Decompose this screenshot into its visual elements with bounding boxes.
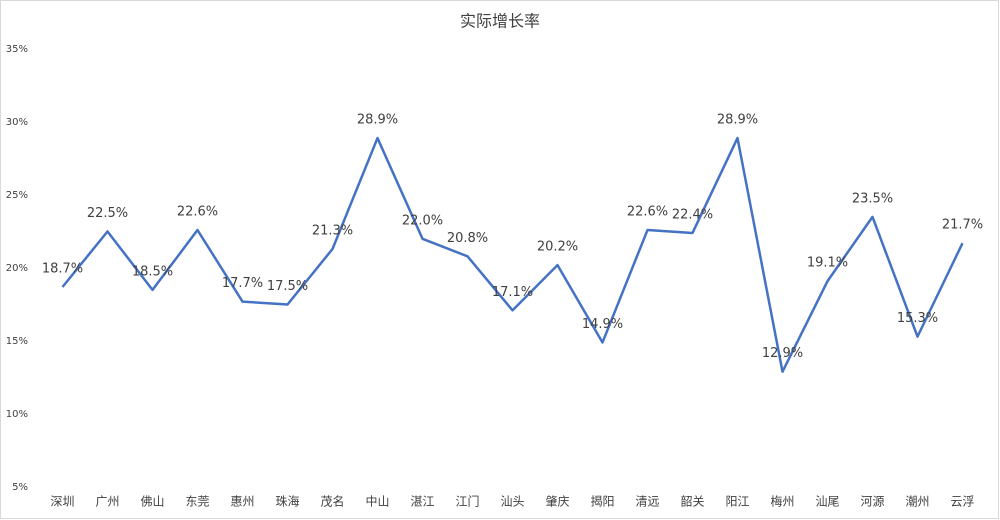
x-tick-label: 东莞 <box>185 495 209 509</box>
data-label: 18.5% <box>132 264 173 279</box>
x-tick-label: 韶关 <box>680 494 704 509</box>
data-label: 22.6% <box>627 205 668 220</box>
x-tick-label: 河源 <box>860 495 884 509</box>
x-tick-label: 佛山 <box>140 495 164 509</box>
data-label: 22.6% <box>177 205 218 220</box>
data-label: 22.4% <box>672 207 713 222</box>
y-tick-label: 30% <box>6 117 28 128</box>
x-tick-label: 肇庆 <box>545 494 569 509</box>
chart-title: 实际增长率 <box>460 12 540 31</box>
x-tick-label: 湛江 <box>410 495 434 509</box>
y-tick-label: 20% <box>6 263 28 274</box>
data-label: 23.5% <box>852 191 893 206</box>
data-label: 17.1% <box>492 285 533 300</box>
data-label: 28.9% <box>357 113 398 128</box>
y-tick-label: 10% <box>6 409 28 420</box>
x-tick-label: 汕头 <box>500 495 524 509</box>
x-tick-label: 惠州 <box>230 495 254 509</box>
x-tick-label: 潮州 <box>905 494 929 509</box>
data-label: 19.1% <box>807 256 848 271</box>
x-tick-label: 阳江 <box>725 495 749 509</box>
data-label: 17.5% <box>267 279 308 294</box>
x-tick-label: 江门 <box>455 494 479 509</box>
data-label: 21.7% <box>942 218 983 233</box>
data-label: 20.8% <box>447 231 488 246</box>
line-series <box>61 136 964 373</box>
x-tick-label: 广州 <box>95 495 119 509</box>
x-tick-label: 清远 <box>635 495 659 509</box>
x-tick-label: 汕尾 <box>815 495 839 509</box>
x-tick-label: 茂名 <box>320 494 344 509</box>
data-label: 21.3% <box>312 224 353 239</box>
data-label: 17.7% <box>222 276 263 291</box>
data-label: 22.0% <box>402 213 443 228</box>
x-tick-label: 深圳 <box>50 495 74 509</box>
x-tick-label: 云浮 <box>950 495 974 509</box>
data-label: 22.5% <box>87 206 128 221</box>
x-tick-label: 珠海 <box>275 494 299 509</box>
data-label: 28.9% <box>717 113 758 128</box>
data-label: 18.7% <box>42 261 83 276</box>
x-tick-label: 揭阳 <box>590 494 614 509</box>
y-tick-label: 25% <box>6 190 28 201</box>
data-label: 15.3% <box>897 311 938 326</box>
data-label: 14.9% <box>582 317 623 332</box>
data-label: 20.2% <box>537 240 578 255</box>
x-tick-label: 中山 <box>365 494 389 509</box>
y-tick-label: 15% <box>6 336 28 347</box>
x-tick-label: 梅州 <box>770 494 794 509</box>
y-tick-label: 35% <box>6 44 28 55</box>
data-label: 12.9% <box>762 346 803 361</box>
y-tick-label: 5% <box>12 482 28 493</box>
